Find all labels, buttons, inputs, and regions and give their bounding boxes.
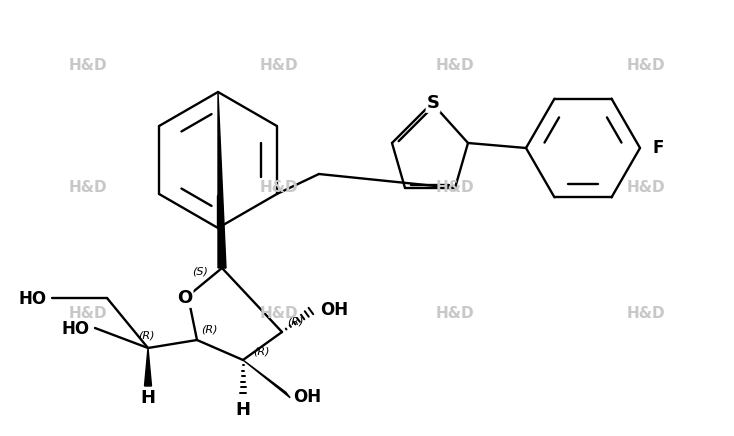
- Polygon shape: [243, 360, 290, 398]
- Text: H&D: H&D: [69, 307, 107, 321]
- Text: (R): (R): [201, 325, 217, 335]
- Text: (S): (S): [192, 266, 208, 276]
- Text: (R): (R): [138, 331, 154, 341]
- Text: O: O: [178, 289, 192, 307]
- Text: H&D: H&D: [69, 58, 107, 73]
- Text: H&D: H&D: [260, 58, 298, 73]
- Text: (R): (R): [253, 347, 269, 357]
- Polygon shape: [218, 92, 226, 268]
- Text: OH: OH: [293, 388, 321, 406]
- Polygon shape: [145, 348, 151, 386]
- Text: H&D: H&D: [627, 58, 665, 73]
- Text: S: S: [426, 94, 440, 112]
- Text: H&D: H&D: [627, 180, 665, 195]
- Text: H&D: H&D: [627, 307, 665, 321]
- Text: HO: HO: [19, 290, 47, 308]
- Text: F: F: [653, 139, 664, 157]
- Text: H&D: H&D: [436, 180, 474, 195]
- Text: H: H: [236, 401, 250, 419]
- Text: H: H: [140, 389, 156, 407]
- Text: H&D: H&D: [436, 58, 474, 73]
- Text: HO: HO: [62, 320, 90, 338]
- Text: H&D: H&D: [69, 180, 107, 195]
- Text: H&D: H&D: [436, 307, 474, 321]
- Text: (R): (R): [287, 317, 303, 327]
- Text: H&D: H&D: [260, 180, 298, 195]
- Text: OH: OH: [320, 301, 348, 319]
- Text: H&D: H&D: [260, 307, 298, 321]
